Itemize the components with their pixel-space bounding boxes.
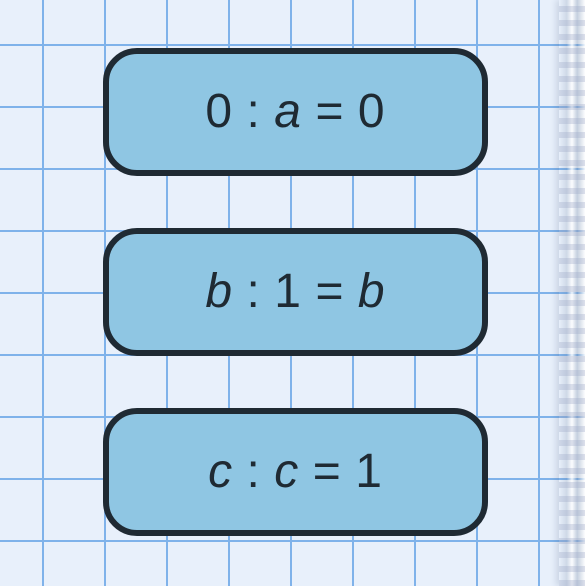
- token-num: 1: [355, 448, 383, 496]
- token-eqs: =: [313, 448, 342, 496]
- token-var: c: [274, 448, 299, 496]
- equation-text: 0: a = 0: [205, 88, 385, 136]
- rule-div-by-one: b:1 = b: [103, 228, 488, 356]
- token-op: :: [247, 268, 261, 316]
- page: 0:a=0b:1=bc:c=1: [0, 0, 585, 586]
- equation-text: b:1 = b: [205, 268, 385, 316]
- rule-zero-div: 0: a = 0: [103, 48, 488, 176]
- token-var: a: [274, 88, 302, 136]
- token-num: 0: [205, 88, 233, 136]
- token-var: c: [208, 448, 233, 496]
- token-num: 0: [358, 88, 386, 136]
- token-op: :: [247, 88, 261, 136]
- token-var: b: [205, 268, 233, 316]
- token-op: :: [247, 448, 261, 496]
- token-eqs: =: [315, 88, 344, 136]
- equation-text: c: c = 1: [208, 448, 383, 496]
- rule-self-div: c: c = 1: [103, 408, 488, 536]
- equation-cards-layer: 0:a=0b:1=bc:c=1: [0, 0, 585, 586]
- token-num: 1: [274, 268, 302, 316]
- token-eqs: =: [315, 268, 344, 316]
- token-var: b: [358, 268, 386, 316]
